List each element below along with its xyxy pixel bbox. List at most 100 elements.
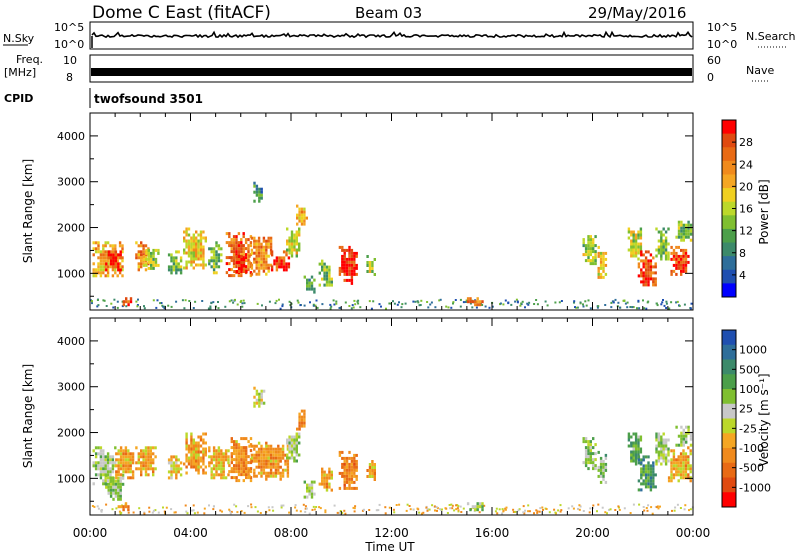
power-echo-cell — [677, 223, 681, 227]
power-echo-cell — [260, 260, 263, 264]
power-echo-cell — [632, 245, 635, 249]
velocity-echo-cell — [112, 476, 115, 480]
velocity-echo-cell — [630, 444, 633, 448]
power-echo-cell — [632, 248, 635, 252]
power-echo-cell — [687, 220, 690, 224]
velocity-echo-cell — [637, 444, 640, 448]
power-ground-scatter-pixel — [475, 306, 478, 309]
velocity-echo-cell — [684, 461, 688, 465]
velocity-echo-cell — [102, 452, 105, 456]
velocity-echo-cell — [112, 491, 115, 495]
power-colorbar-label: Power [dB] — [757, 179, 771, 244]
velocity-ground-scatter-pixel — [448, 504, 451, 506]
power-echo-cell — [257, 263, 261, 267]
velocity-echo-cell — [353, 462, 356, 466]
power-echo-cell — [185, 230, 188, 234]
velocity-echo-cell — [649, 479, 653, 483]
power-echo-cell — [348, 257, 351, 261]
velocity-echo-cell — [640, 488, 643, 492]
velocity-echo-cell — [109, 467, 112, 471]
power-echo-cell — [232, 238, 236, 242]
power-echo-cell — [313, 278, 316, 282]
velocity-echo-cell — [672, 458, 676, 462]
power-echo-cell — [647, 280, 650, 284]
velocity-echo-cell — [230, 452, 233, 456]
velocity-echo-cell — [253, 404, 256, 408]
power-ground-scatter-pixel — [459, 305, 462, 308]
power-echo-cell — [282, 250, 286, 254]
velocity-ground-scatter-pixel — [395, 504, 398, 506]
velocity-echo-cell — [630, 435, 633, 439]
power-ground-scatter-pixel — [528, 301, 531, 304]
cpid-value: twofsound 3501 — [94, 92, 203, 106]
velocity-echo-cell — [208, 455, 211, 459]
power-echo-cell — [366, 261, 369, 264]
velocity-ground-scatter-pixel — [362, 508, 365, 511]
velocity-echo-cell — [279, 453, 282, 457]
power-echo-cell — [119, 268, 122, 272]
power-echo-cell — [343, 254, 346, 258]
power-echo-cell — [325, 271, 329, 275]
power-echo-cell — [170, 256, 173, 260]
velocity-echo-cell — [190, 453, 193, 457]
power-echo-cell — [288, 248, 291, 252]
velocity-echo-cell — [197, 444, 200, 448]
power-echo-cell — [210, 265, 213, 269]
velocity-echo-cell — [293, 444, 296, 448]
velocity-echo-cell — [602, 459, 605, 463]
velocity-echo-cell — [670, 473, 673, 477]
velocity-ground-scatter-pixel — [230, 510, 233, 513]
velocity-echo-cell — [267, 450, 270, 454]
power-echo-cell — [111, 274, 115, 278]
velocity-ground-scatter-pixel — [553, 508, 556, 511]
power-echo-cell — [249, 244, 253, 248]
velocity-ground-scatter-pixel — [527, 504, 530, 507]
velocity-echo-cell — [94, 464, 98, 468]
power-colorbar-swatch — [722, 133, 736, 148]
power-echo-cell — [255, 248, 258, 252]
power-echo-cell — [338, 245, 342, 249]
velocity-echo-cell — [281, 456, 285, 460]
velocity-echo-cell — [170, 476, 173, 480]
velocity-echo-cell — [599, 468, 603, 472]
power-ground-scatter-pixel — [462, 301, 465, 304]
velocity-echo-cell — [368, 475, 372, 478]
power-echo-cell — [275, 259, 279, 263]
velocity-echo-cell — [277, 453, 280, 457]
velocity-echo-cell — [647, 455, 650, 459]
power-ground-scatter-pixel — [558, 301, 561, 304]
power-echo-cell — [644, 262, 648, 266]
power-echo-cell — [637, 265, 641, 269]
velocity-ground-scatter-pixel — [428, 508, 431, 511]
velocity-echo-cell — [190, 462, 193, 466]
velocity-ground-scatter-pixel — [212, 508, 215, 511]
power-ground-scatter-pixel — [344, 301, 347, 304]
velocity-echo-cell — [170, 464, 173, 468]
power-echo-cell — [353, 272, 356, 276]
power-ground-scatter-pixel — [102, 299, 105, 302]
power-echo-cell — [350, 266, 354, 270]
power-echo-cell — [105, 262, 108, 266]
power-echo-cell — [208, 259, 211, 263]
power-echo-cell — [228, 268, 231, 272]
velocity-echo-cell — [127, 449, 130, 453]
velocity-ground-scatter-pixel — [154, 509, 157, 512]
power-echo-cell — [190, 245, 193, 249]
velocity-echo-cell — [111, 467, 115, 471]
velocity-echo-cell — [197, 441, 200, 445]
velocity-echo-cell — [373, 475, 376, 478]
power-echo-cell — [318, 283, 321, 287]
velocity-echo-cell — [310, 492, 314, 496]
velocity-echo-cell — [632, 441, 635, 445]
power-echo-cell — [677, 226, 681, 230]
power-echo-cell — [286, 248, 289, 252]
velocity-echo-cell — [290, 435, 294, 439]
power-echo-cell — [147, 251, 150, 255]
power-echo-cell — [298, 210, 301, 214]
velocity-echo-cell — [190, 450, 193, 454]
power-echo-cell — [99, 268, 103, 272]
velocity-echo-cell — [202, 459, 205, 463]
power-ground-scatter-pixel — [175, 300, 178, 303]
power-ground-scatter-pixel — [116, 300, 119, 303]
time-axis-labels: 00:00 04:00 08:00 12:00 16:00 20:00 00:00 — [73, 526, 711, 540]
